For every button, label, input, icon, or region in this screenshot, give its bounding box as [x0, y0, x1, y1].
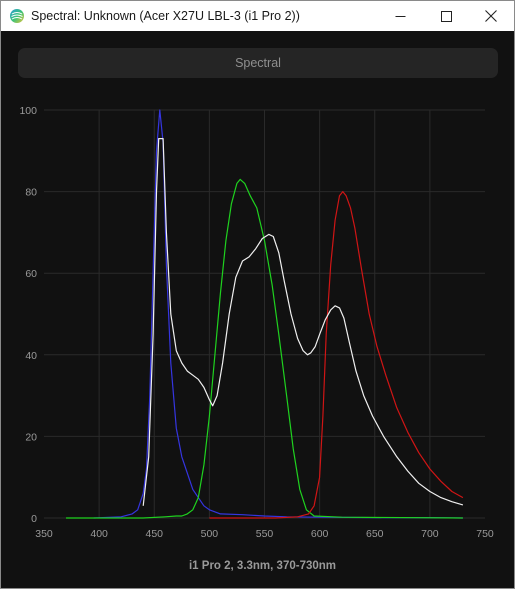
- series-line-red: [209, 191, 464, 519]
- series-line-blue: [93, 109, 463, 519]
- y-tick-label: 40: [25, 350, 37, 362]
- spectral-tab[interactable]: Spectral: [18, 48, 498, 78]
- title-bar[interactable]: Spectral: Unknown (Acer X27U LBL-3 (i1 P…: [1, 1, 514, 31]
- x-tick-label: 600: [311, 528, 329, 540]
- x-tick-label: 500: [201, 528, 219, 540]
- y-tick-label: 20: [25, 431, 37, 443]
- y-tick-label: 80: [25, 187, 37, 199]
- spectral-chart: 350 400 450 500 550 600 650 700 750 0 20 40 60 80 100 i…: [19, 105, 494, 572]
- app-logo-icon: [9, 8, 25, 24]
- y-tick-label: 100: [19, 105, 37, 117]
- maximize-icon: [440, 10, 452, 22]
- window-title: Spectral: Unknown (Acer X27U LBL-3 (i1 P…: [31, 9, 300, 23]
- close-button[interactable]: [468, 1, 514, 31]
- x-tick-label: 700: [421, 528, 439, 540]
- x-axis-label: i1 Pro 2, 3.3nm, 370-730nm: [189, 560, 336, 572]
- x-tick-label: 750: [476, 528, 494, 540]
- x-tick-label: 650: [366, 528, 384, 540]
- x-tick-label: 550: [256, 528, 274, 540]
- close-icon: [485, 10, 497, 22]
- series-line-white: [142, 138, 464, 506]
- x-tick-label: 350: [35, 528, 53, 540]
- series-line-green: [66, 178, 463, 519]
- maximize-button[interactable]: [423, 1, 469, 31]
- y-tick-label: 0: [31, 513, 37, 525]
- y-tick-label: 60: [25, 268, 37, 280]
- x-tick-label: 400: [90, 528, 108, 540]
- minimize-icon: [395, 11, 406, 22]
- x-tick-label: 450: [145, 528, 163, 540]
- minimize-button[interactable]: [377, 1, 423, 31]
- window-client-area: Spectral 350 400 450 500 550 600 650 700 750 0 20 4…: [1, 31, 514, 588]
